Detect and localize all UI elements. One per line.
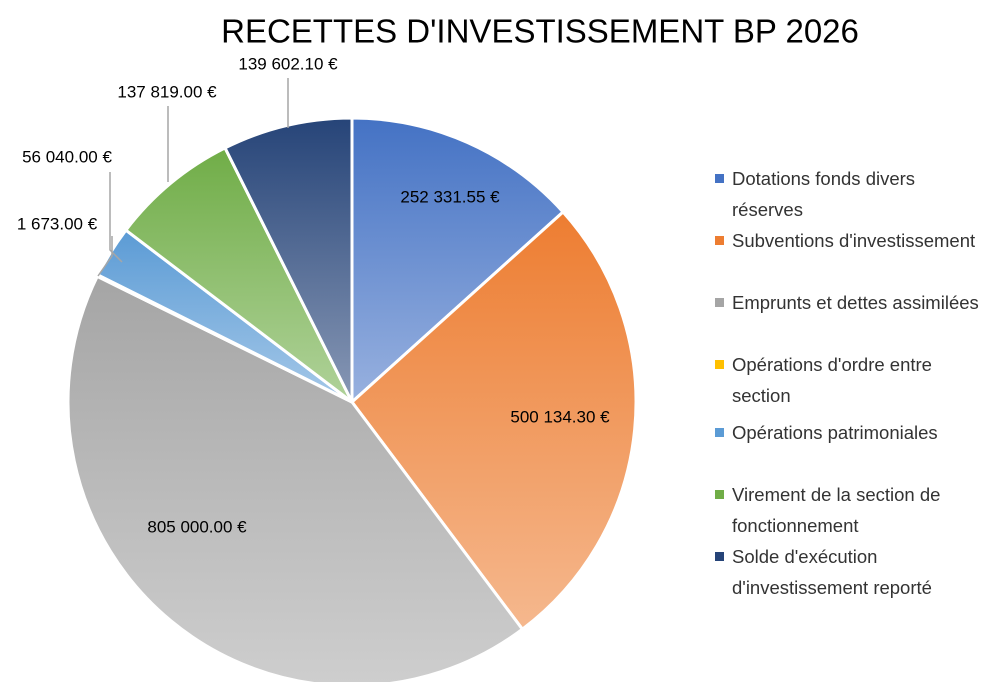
legend-item: Solde d'exécution d'investissement repor… [712,541,980,603]
legend-label: Opérations d'ordre entre section [732,354,932,406]
pie-slice [123,145,354,404]
legend-label: Emprunts et dettes assimilées [732,292,979,313]
legend-item: Emprunts et dettes assimilées [712,287,980,318]
legend-swatch [715,236,724,245]
legend-item: Opérations d'ordre entre section [712,349,980,411]
leader-line [109,172,123,263]
legend-swatch [715,174,724,183]
legend-swatch [715,298,724,307]
legend-swatch [715,360,724,369]
data-label: 252 331.55 € [400,187,500,206]
legend-label: Solde d'exécution d'investissement repor… [732,546,932,598]
legend-label: Dotations fonds divers réserves [732,168,916,220]
legend-label: Subventions d'investissement [732,230,976,251]
leader-line [97,236,113,277]
pie-slice [223,116,354,403]
data-label: 500 134.30 € [510,407,610,426]
legend-item: Virement de la section de fonctionnement [712,479,980,541]
data-label: 805 000.00 € [147,517,247,536]
legend-swatch [715,490,724,499]
data-label: 1 673.00 € [17,214,98,233]
legend-item: Dotations fonds divers réserves [712,163,980,225]
data-label: 139 602.10 € [238,54,338,73]
pie-slice [349,209,638,632]
pie-slice [350,116,566,406]
legend-swatch [715,552,724,561]
legend-label: Opérations patrimoniales [732,422,938,443]
pie-slice [66,274,525,682]
legend-item: Subventions d'investissement [712,225,980,256]
data-label: 56 040.00 € [22,147,112,166]
legend-swatch [715,428,724,437]
chart-title: RECETTES D'INVESTISSEMENT BP 2026 [221,13,859,50]
legend-item: Opérations patrimoniales [712,417,980,448]
data-label: 137 819.00 € [117,82,217,101]
legend-label: Virement de la section de fonctionnement [732,484,941,536]
